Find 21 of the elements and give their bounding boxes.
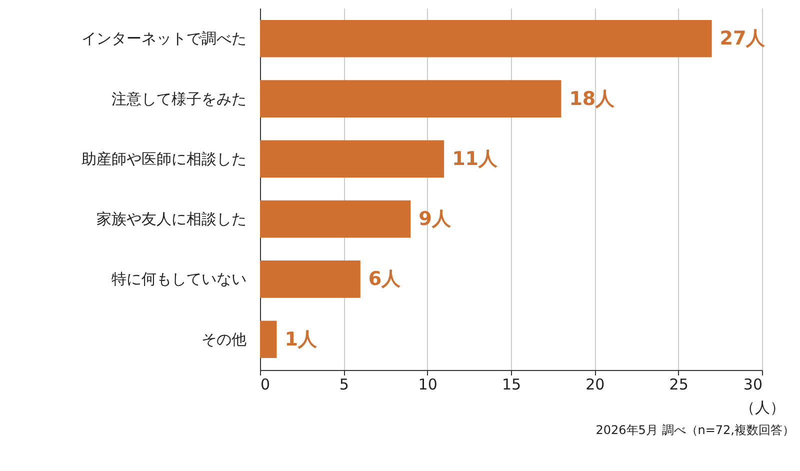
data-label: 11人	[452, 148, 499, 170]
data-label: 9人	[418, 208, 452, 230]
y-tick-label: 特に何もしていない	[112, 270, 246, 288]
y-tick-label: 注意して様子をみた	[112, 90, 246, 108]
data-label: 1人	[284, 328, 318, 350]
x-tick-label: 20	[586, 376, 605, 394]
x-tick-label: 30	[743, 376, 762, 394]
data-label: 27人	[720, 28, 766, 50]
x-tick-label: 10	[418, 376, 438, 394]
x-tick-label: 25	[669, 376, 688, 394]
x-axis-title: （人）	[740, 398, 785, 416]
y-tick-label: インターネットで調べた	[82, 30, 246, 48]
y-tick-label: その他	[202, 330, 246, 348]
data-label: 6人	[368, 268, 402, 290]
x-tick-label: 5	[339, 376, 349, 394]
x-tick-label: 0	[260, 376, 270, 394]
x-tick-label: 15	[502, 376, 522, 394]
y-tick-label: 家族や友人に相談した	[96, 210, 246, 228]
text: 2026年5月 調べ（n=72,複数回答）	[596, 423, 794, 437]
y-tick-label: 助産師や医師に相談した	[82, 150, 246, 168]
data-label: 18人	[569, 88, 616, 110]
